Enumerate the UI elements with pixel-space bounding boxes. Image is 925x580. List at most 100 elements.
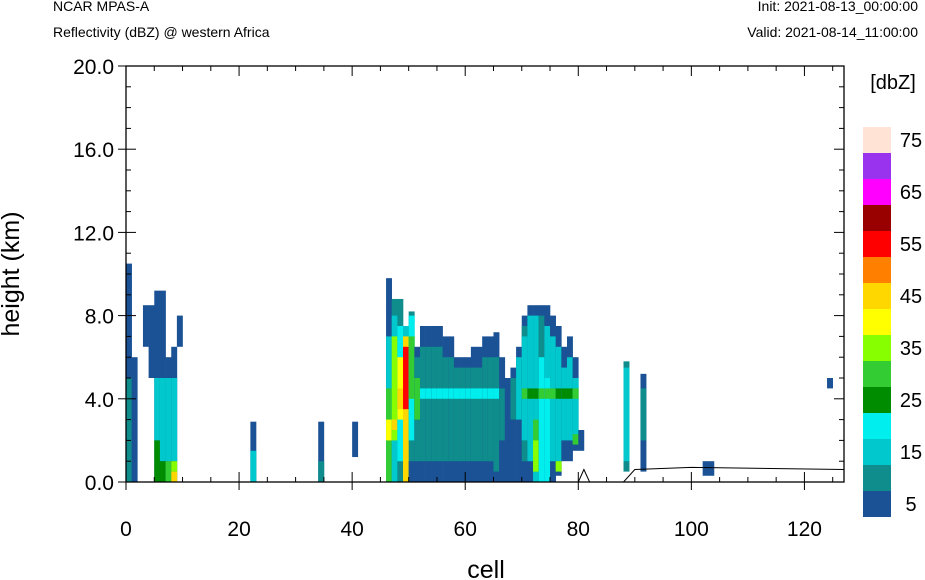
- reflectivity-cell: [431, 388, 438, 399]
- colorbar-swatch: [863, 491, 891, 517]
- reflectivity-cell: [126, 263, 132, 482]
- reflectivity-cell: [561, 388, 568, 399]
- colorbar-label: 35: [900, 338, 922, 360]
- colorbar-swatch: [863, 179, 891, 205]
- reflectivity-cell: [623, 367, 630, 462]
- reflectivity-cell: [425, 346, 432, 462]
- x-tick-label: 120: [787, 518, 822, 541]
- reflectivity-cell: [386, 419, 393, 441]
- reflectivity-cell: [516, 357, 523, 420]
- reflectivity-cell: [154, 378, 161, 441]
- reflectivity-cell: [527, 388, 534, 399]
- reflectivity-cell: [165, 378, 172, 462]
- reflectivity-cell: [159, 461, 166, 482]
- reflectivity-cell: [453, 367, 460, 462]
- y-tick-label: 8.0: [85, 306, 114, 329]
- valid-time: Valid: 2021-08-14_11:00:00: [747, 24, 918, 40]
- colorbar-label: 75: [900, 130, 922, 152]
- reflectivity-cell: [436, 346, 443, 462]
- reflectivity-cell: [572, 434, 579, 445]
- reflectivity-cell: [555, 346, 562, 462]
- reflectivity-cell: [176, 315, 183, 347]
- colorbar-swatch: [863, 361, 891, 387]
- reflectivity-cell: [154, 440, 161, 482]
- y-tick-label: 20.0: [73, 56, 114, 79]
- reflectivity-cell: [476, 367, 483, 462]
- reflectivity-cell: [448, 357, 455, 462]
- reflectivity-cell: [459, 388, 466, 399]
- field-title: Reflectivity (dBZ) @ western Africa: [53, 24, 270, 40]
- colorbar-swatch: [863, 387, 891, 413]
- reflectivity-cell: [702, 461, 709, 476]
- x-axis-label: cell: [467, 556, 505, 580]
- reflectivity-cell: [544, 378, 551, 482]
- axis-ticks: 0.0 4.0 8.0 12.0 16.0 20.0 0 20 40 60 80 100 120: [73, 56, 844, 541]
- x-tick-label: 20: [227, 518, 250, 541]
- reflectivity-cell: [408, 461, 415, 482]
- reflectivity-cell: [171, 461, 178, 472]
- reflectivity-cell: [397, 388, 404, 410]
- reflectivity-cell: [561, 367, 568, 441]
- colorbar-label: 45: [900, 286, 922, 308]
- reflectivity-cell: [538, 388, 545, 399]
- reflectivity-cell: [318, 421, 325, 482]
- y-tick-label: 12.0: [73, 222, 114, 245]
- reflectivity-cell: [465, 367, 472, 462]
- reflectivity-cell: [470, 388, 477, 399]
- reflectivity-cell: [487, 357, 494, 462]
- reflectivity-cell: [578, 430, 585, 451]
- x-tick-label: 100: [674, 518, 709, 541]
- y-tick-label: 4.0: [85, 389, 114, 412]
- reflectivity-cell: [476, 388, 483, 399]
- reflectivity-cell: [442, 388, 449, 399]
- colorbar: 5 15 25 35 45 55 65 75: [863, 127, 922, 517]
- colorbar-swatch: [863, 309, 891, 335]
- reflectivity-cell: [436, 388, 443, 399]
- reflectivity-cell: [544, 388, 551, 399]
- reflectivity-cell: [425, 388, 432, 399]
- reflectivity-cell: [493, 388, 500, 399]
- colorbar-swatch: [863, 283, 891, 309]
- colorbar-unit: [dbZ]: [870, 72, 916, 94]
- reflectivity-cell: [148, 305, 155, 378]
- reflectivity-cell: [448, 388, 455, 399]
- reflectivity-cells: [126, 263, 833, 482]
- reflectivity-cell: [708, 461, 715, 476]
- reflectivity-cell: [131, 357, 138, 482]
- reflectivity-cell: [555, 461, 562, 472]
- reflectivity-cell: [487, 388, 494, 399]
- colorbar-swatch: [863, 335, 891, 361]
- reflectivity-cell: [521, 388, 528, 399]
- reflectivity-cell: [442, 357, 449, 462]
- reflectivity-cell: [504, 378, 511, 482]
- reflectivity-cell: [419, 388, 426, 399]
- reflectivity-cell: [538, 357, 545, 482]
- x-tick-label: 40: [340, 518, 363, 541]
- reflectivity-cell: [414, 378, 421, 420]
- colorbar-label: 55: [900, 234, 922, 256]
- y-tick-label: 0.0: [85, 472, 114, 495]
- colorbar-swatch: [863, 413, 891, 439]
- reflectivity-cell: [533, 388, 540, 399]
- x-tick-label: 60: [454, 518, 477, 541]
- reflectivity-cell: [465, 388, 472, 399]
- reflectivity-cell: [171, 471, 178, 482]
- colorbar-swatch: [863, 153, 891, 179]
- colorbar-swatch: [863, 465, 891, 491]
- reflectivity-cell: [533, 440, 540, 472]
- reflectivity-cell: [510, 378, 517, 420]
- reflectivity-cell: [499, 388, 506, 441]
- reflectivity-cell: [159, 378, 166, 462]
- reflectivity-cell: [470, 367, 477, 462]
- reflectivity-cell: [566, 388, 573, 399]
- reflectivity-cell: [171, 378, 178, 462]
- colorbar-swatch: [863, 439, 891, 465]
- reflectivity-cell: [165, 461, 172, 482]
- reflectivity-cell: [126, 378, 132, 482]
- reflectivity-cell: [555, 388, 562, 399]
- colorbar-swatch: [863, 205, 891, 231]
- reflectivity-cell: [250, 450, 257, 482]
- reflectivity-cell: [550, 388, 556, 399]
- reflectivity-cell: [566, 357, 573, 441]
- colorbar-swatch: [863, 127, 891, 153]
